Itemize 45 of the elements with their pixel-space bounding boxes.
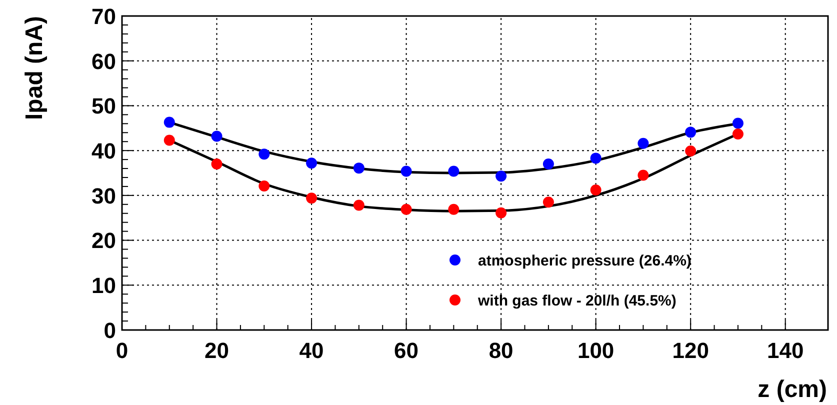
x-tick-label: 60 (394, 338, 419, 363)
point (732, 128, 744, 140)
point (638, 138, 649, 149)
point (542, 196, 554, 208)
point (496, 207, 507, 218)
point (496, 170, 507, 182)
point (685, 126, 696, 138)
x-tick-label: 40 (299, 338, 324, 363)
y-tick-label: 40 (92, 138, 116, 164)
y-tick-label: 60 (92, 48, 116, 74)
y-tick-label: 30 (92, 183, 116, 208)
x-tick-label: 100 (577, 338, 614, 363)
point (590, 184, 602, 196)
point (258, 180, 270, 192)
point (353, 200, 364, 211)
point (211, 158, 222, 170)
x-axis-title: z (cm) (758, 376, 827, 403)
point (164, 134, 175, 146)
point (400, 166, 412, 177)
point (353, 162, 364, 174)
x-tick-label: 120 (672, 338, 709, 363)
point (258, 148, 270, 160)
point (638, 170, 649, 181)
point (164, 116, 175, 128)
y-tick-label: 70 (92, 4, 116, 29)
point (685, 146, 696, 157)
x-tick-label: 20 (204, 338, 230, 363)
point (306, 192, 318, 204)
x-tick-label: 140 (766, 338, 804, 363)
legend-label: with gas flow - 20l/h (45.5%) (477, 292, 676, 310)
y-tick-label: 10 (92, 273, 116, 298)
y-tick-label: 50 (92, 94, 116, 119)
point (306, 158, 318, 169)
y-tick-label: 20 (92, 228, 116, 254)
point (211, 130, 222, 142)
point (732, 118, 744, 129)
point (400, 204, 412, 215)
point (448, 166, 460, 177)
y-tick-label: 0 (104, 318, 116, 343)
y-axis-title: Ipad (nA) (21, 16, 48, 120)
x-tick-label: 80 (488, 338, 514, 363)
point (590, 152, 602, 164)
point (542, 158, 554, 170)
point (448, 204, 460, 215)
legend-label: atmospheric pressure (26.4%) (478, 252, 692, 270)
